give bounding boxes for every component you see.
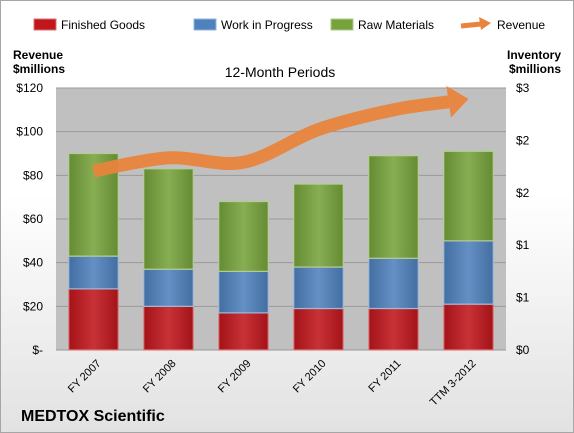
- right-axis-label-line1: Inventory: [507, 48, 561, 62]
- x-tick-label: FY 2008: [141, 358, 179, 396]
- legend-swatch: [33, 18, 57, 31]
- bar-work-in-progress: [368, 257, 419, 310]
- x-tick-label: TTM 3-2012: [428, 358, 479, 409]
- bar-finished-goods: [443, 303, 494, 351]
- bar-raw-materials: [443, 150, 494, 242]
- bar-raw-materials: [143, 168, 194, 270]
- right-tick-label: $1: [516, 291, 530, 305]
- revenue-line: [92, 95, 450, 178]
- bars: [68, 150, 494, 351]
- company-name: MEDTOX Scientific: [21, 408, 165, 425]
- x-tick-label: FY 2009: [216, 358, 254, 396]
- bar-finished-goods: [368, 307, 419, 351]
- x-tick-label: FY 2011: [366, 358, 403, 395]
- legend-item-revenue: Revenue: [460, 17, 545, 32]
- x-axis-ticks: FY 2007 FY 2008 FY 2009 FY 2010 FY 2011 TTM 3…: [66, 358, 479, 409]
- right-tick-label: $2: [516, 133, 530, 147]
- revenue-arrowhead: [446, 85, 469, 118]
- chart-subtitle: 12-Month Periods: [225, 64, 336, 80]
- revenue-line-layer: [92, 85, 469, 178]
- bar-work-in-progress: [293, 266, 344, 310]
- left-tick-label: $-: [32, 343, 43, 357]
- right-tick-label: $3: [516, 81, 530, 95]
- left-tick-label: $40: [23, 256, 43, 270]
- left-axis-label-line2: $millions: [13, 62, 65, 76]
- bar-work-in-progress: [68, 255, 119, 290]
- gridlines: [56, 87, 506, 351]
- legend-label: Finished Goods: [61, 18, 145, 32]
- right-tick-label: $2: [516, 186, 530, 200]
- legend-item-work-in-progress: Work in Progress: [193, 18, 313, 32]
- bar-work-in-progress: [218, 270, 269, 314]
- left-tick-label: $100: [16, 125, 43, 139]
- right-tick-label: $1: [516, 238, 530, 252]
- legend-label: Work in Progress: [221, 18, 313, 32]
- bar-work-in-progress: [143, 268, 194, 307]
- bar-finished-goods: [68, 288, 119, 351]
- legend-swatch: [330, 18, 354, 31]
- right-tick-label: $0: [516, 343, 530, 357]
- left-tick-label: $20: [23, 299, 43, 313]
- bar-finished-goods: [143, 305, 194, 351]
- left-axis-label-line1: Revenue: [13, 48, 63, 62]
- legend-item-raw-materials: Raw Materials: [330, 18, 434, 32]
- x-tick-label: FY 2007: [66, 358, 104, 396]
- bar-raw-materials: [218, 200, 269, 273]
- bar-finished-goods: [218, 312, 269, 351]
- x-tick-label: FY 2010: [291, 358, 329, 396]
- legend-item-finished-goods: Finished Goods: [33, 18, 145, 32]
- bar-raw-materials: [368, 155, 419, 259]
- legend-label: Raw Materials: [358, 18, 434, 32]
- legend-swatch-line: [460, 21, 482, 29]
- legend-swatch-arrowhead: [479, 17, 491, 30]
- legend-label: Revenue: [497, 18, 545, 32]
- bar-raw-materials: [293, 183, 344, 268]
- right-axis-label-line2: $millions: [509, 62, 561, 76]
- bar-finished-goods: [293, 307, 344, 351]
- bar-work-in-progress: [443, 240, 494, 305]
- left-tick-label: $80: [23, 168, 43, 182]
- left-tick-label: $60: [23, 212, 43, 226]
- legend-swatch: [193, 18, 217, 31]
- right-axis-ticks: $0 $1 $1 $2 $2 $3: [516, 81, 530, 357]
- legend: Finished Goods Work in Progress Raw Materi…: [33, 17, 545, 32]
- left-axis-ticks: $- $20 $40 $60 $80 $100 $120: [16, 81, 43, 357]
- left-tick-label: $120: [16, 81, 43, 95]
